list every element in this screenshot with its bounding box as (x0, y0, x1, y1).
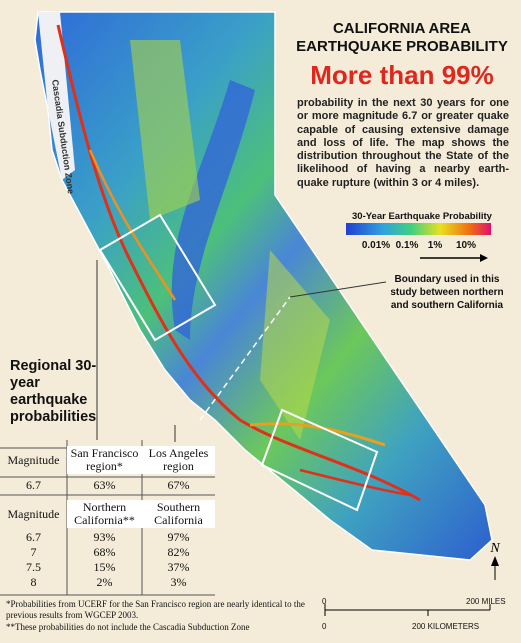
legend-title: 30-Year Earthquake Probability (352, 211, 492, 222)
scale-label: 200 KILOMETERS (412, 622, 480, 631)
legend-label: 1% (427, 240, 443, 251)
north-arrow-head (491, 556, 499, 566)
table-header: Magnitude (7, 506, 60, 521)
table-cell: 7 (30, 545, 37, 559)
table-cell: 6.7 (26, 478, 41, 492)
title: EARTHQUAKE PROBABILITY (296, 38, 508, 55)
boundary-note: Boundary used in this study between nort… (390, 274, 504, 311)
boundary-line (199, 296, 291, 421)
footnote: **These probabilities do not include the… (6, 622, 250, 632)
table-title: Regional 30-year earthquake probabilitie… (10, 358, 97, 425)
table-cell: 63% (93, 478, 116, 492)
leader (289, 281, 387, 298)
sf-region-box (98, 213, 217, 342)
headline: More than 99% (310, 60, 494, 90)
table-cell: 15% (93, 560, 116, 574)
legend-arrow-head (480, 254, 488, 262)
fault (88, 149, 177, 301)
table-cell: 82% (167, 545, 190, 559)
central-valley (171, 80, 255, 340)
table-cell: 6.7 (26, 530, 41, 544)
table-cell: 37% (167, 560, 190, 574)
table-header: Northern California** (67, 500, 142, 528)
table-cell: 2% (96, 575, 113, 589)
fault (299, 468, 411, 497)
table-cell: 7.5 (26, 560, 41, 574)
legend-label: 0.01% (361, 240, 391, 251)
table-cell: 3% (170, 575, 187, 589)
table-cell: 67% (167, 478, 190, 492)
north-label: N (489, 541, 500, 556)
footnote: *Probabilities from UCERF for the San Fr… (6, 599, 305, 620)
table-header: Magnitude (7, 452, 60, 467)
description: probability in the next 30 years for one… (297, 97, 509, 189)
sierra (260, 250, 330, 440)
table-header: Southern California (142, 500, 215, 528)
table-header: Los Angeles region (142, 446, 215, 474)
legend-label: 0.1% (395, 240, 419, 251)
table-header: San Francisco region* (67, 446, 142, 474)
legend-bar (346, 223, 491, 235)
la-region-box (260, 408, 379, 512)
scale-label: 0 (322, 597, 327, 606)
scale-label: 200 MILES (466, 597, 506, 606)
mountains (130, 40, 200, 220)
title: CALIFORNIA AREA (332, 20, 472, 37)
table-cell: 68% (93, 545, 116, 559)
tables: Magnitude San Francisco region* Los Angele… (0, 0, 215, 600)
cascadia-band (38, 12, 75, 180)
table-cell: 8 (30, 575, 37, 589)
table-cell: 93% (93, 530, 116, 544)
scale-label: 0 (322, 622, 327, 631)
legend-label: 10% (455, 240, 477, 251)
table-cell: 97% (167, 530, 190, 544)
